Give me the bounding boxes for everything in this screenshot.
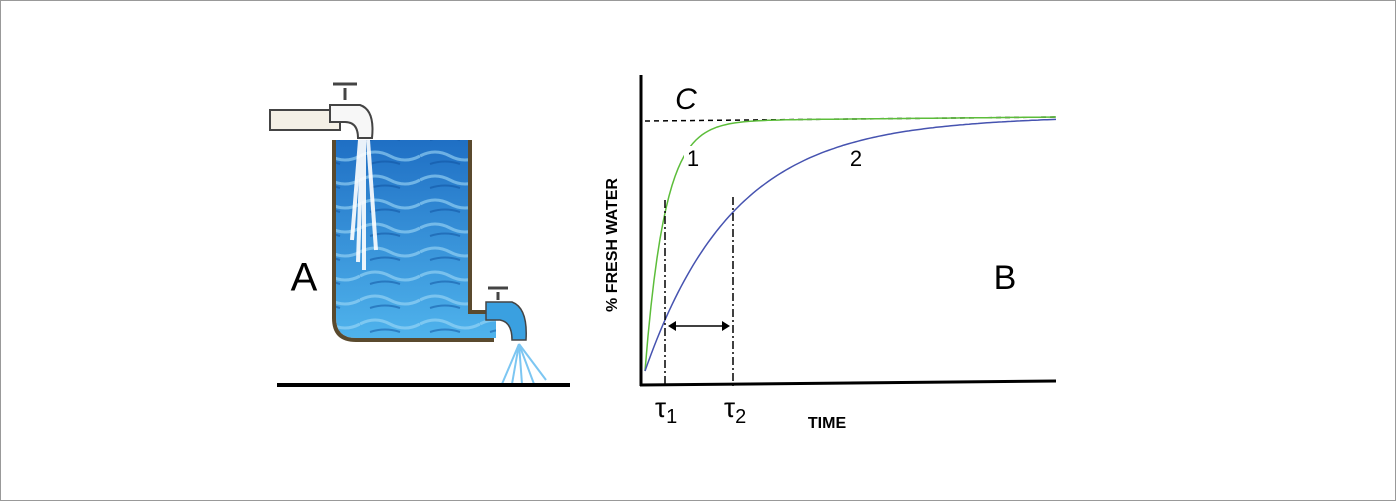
inlet-faucet	[329, 104, 374, 139]
tau-label: τ2	[724, 392, 746, 428]
curve-label: 2	[850, 146, 862, 171]
tau-label: τ1	[655, 392, 677, 428]
inlet-handle	[333, 82, 357, 100]
outlet-faucet	[485, 301, 527, 341]
y-axis-label: % FRESH WATER	[604, 178, 621, 312]
asymptote-label: C	[675, 83, 697, 116]
tau-symbol: τ	[655, 392, 666, 423]
x-axis-label: TIME	[808, 415, 847, 432]
label-gap	[843, 146, 869, 174]
curve-label: 1	[687, 146, 699, 171]
panel-label: B	[994, 259, 1017, 297]
tau-subscript: 2	[735, 406, 746, 428]
x-axis	[639, 379, 1057, 387]
tau-symbol: τ	[724, 392, 735, 423]
curve-2	[644, 118, 1057, 372]
label-gap	[684, 146, 702, 174]
graph	[639, 75, 1059, 387]
outflow-spray	[501, 343, 547, 385]
tau-subscript: 1	[666, 406, 677, 428]
water-ripples	[336, 140, 496, 338]
tank-illustration	[269, 82, 570, 387]
inflow-stream	[350, 139, 378, 270]
curve-1	[644, 116, 1056, 372]
outlet-handle	[488, 286, 508, 300]
panel-label: A	[291, 256, 318, 300]
